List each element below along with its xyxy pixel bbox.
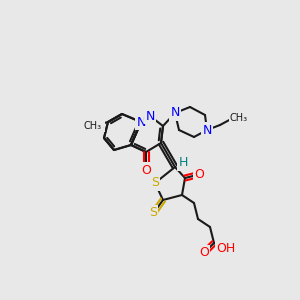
Text: O: O	[194, 167, 204, 181]
Text: O: O	[199, 247, 209, 260]
Text: CH₃: CH₃	[84, 121, 104, 131]
Text: N: N	[170, 106, 180, 119]
Text: OH: OH	[216, 242, 236, 254]
Text: CH₃: CH₃	[84, 121, 102, 131]
Text: S: S	[149, 206, 157, 220]
Text: CH₃: CH₃	[230, 113, 248, 123]
Text: N: N	[136, 116, 146, 128]
Text: S: S	[151, 176, 159, 190]
Text: H: H	[178, 157, 188, 169]
Text: N: N	[145, 110, 155, 122]
Text: N: N	[202, 124, 212, 136]
Text: O: O	[141, 164, 151, 176]
